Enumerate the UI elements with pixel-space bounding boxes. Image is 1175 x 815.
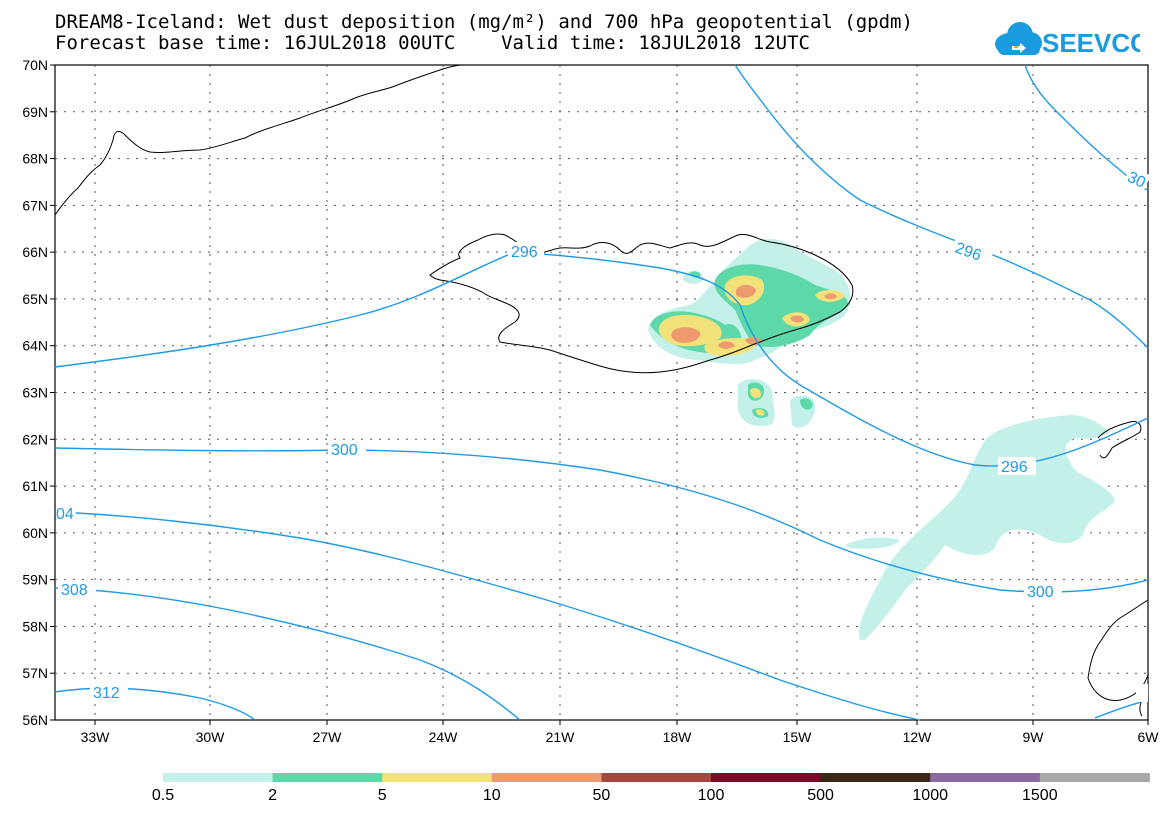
latitude-label: 70N: [22, 57, 48, 73]
geopotential-contours: [54, 64, 1149, 721]
latitude-label: 58N: [22, 618, 48, 634]
legend-color-swatch: [930, 773, 1041, 782]
latitude-label: 59N: [22, 572, 48, 588]
seevccc-logo: SEEVCCC: [995, 22, 1140, 58]
latitude-label: 66N: [22, 244, 48, 260]
legend-tick-label: 1000: [912, 787, 948, 804]
latitude-labels: 70N 69N 68N 67N 66N 65N 64N 63N 62N 61N 60N 59N 58N 5…: [22, 57, 55, 728]
legend-tick-label: 2: [268, 787, 277, 804]
contour-label: 300: [1027, 584, 1054, 601]
longitude-label: 6W: [1138, 729, 1160, 745]
legend-color-swatch: [491, 773, 602, 782]
legend-colorbar: 0.5 2 5 10 50 100 500 1000 1500: [152, 773, 1150, 804]
legend-tick-label: 50: [593, 787, 611, 804]
legend-color-swatch: [382, 773, 493, 782]
longitude-label: 33W: [81, 729, 111, 745]
faroe-coast: [1097, 421, 1142, 459]
contour-296-west: [54, 251, 1149, 467]
contour-label: 296: [1001, 459, 1028, 476]
contour-308: [54, 587, 521, 721]
legend-tick-label: 10: [483, 787, 501, 804]
legend-tick-label: 500: [807, 787, 834, 804]
contour-label: 04: [56, 506, 74, 523]
contour-312: [54, 687, 256, 721]
legend-tick-label: 0.5: [152, 787, 174, 804]
legend-tick-label: 5: [378, 787, 387, 804]
longitude-label: 15W: [783, 729, 813, 745]
contour-label: 30: [1125, 169, 1148, 192]
latitude-label: 64N: [22, 338, 48, 354]
longitude-label: 21W: [546, 729, 576, 745]
longitude-label: 30W: [196, 729, 226, 745]
contour-304: [54, 511, 921, 721]
legend-color-swatch: [163, 773, 274, 782]
latitude-label: 69N: [22, 104, 48, 120]
latitude-label: 68N: [22, 151, 48, 167]
longitude-label: 24W: [429, 729, 459, 745]
latitude-label: 62N: [22, 431, 48, 447]
contour-296-north: [734, 64, 1149, 349]
longitude-label: 12W: [903, 729, 933, 745]
legend-color-swatch: [1039, 773, 1150, 782]
legend-color-swatch: [272, 773, 383, 782]
contour-labels: 296 300 04 308 312 296 300 296 30: [56, 166, 1151, 702]
contour-label: 296: [511, 244, 538, 261]
latitude-label: 57N: [22, 665, 48, 681]
latitude-label: 60N: [22, 525, 48, 541]
longitude-label: 18W: [663, 729, 693, 745]
cloud-icon: [995, 22, 1042, 55]
contour-label: 312: [93, 685, 120, 702]
contour-300-west: [54, 447, 1149, 593]
legend-tick-label: 100: [698, 787, 725, 804]
greenland-coast: [54, 64, 461, 216]
longitude-labels: 33W 30W 27W 24W 21W 18W 15W 12W 9W 6W: [81, 720, 1160, 745]
logo-text: SEEVCCC: [1042, 28, 1140, 58]
dust-plume-southeast: [859, 415, 1115, 640]
contour-label: 300: [331, 442, 358, 459]
contour-label: 308: [61, 582, 88, 599]
legend-color-swatch: [820, 773, 931, 782]
legend-tick-label: 1500: [1022, 787, 1058, 804]
latitude-label: 65N: [22, 291, 48, 307]
latitude-label: 56N: [22, 712, 48, 728]
legend-color-swatch: [711, 773, 822, 782]
map-subtitle: Forecast base time: 16JUL2018 00UTC Vali…: [55, 32, 810, 54]
longitude-label: 27W: [313, 729, 343, 745]
dust-deposition-shading: [648, 238, 1115, 640]
latitude-label: 67N: [22, 197, 48, 213]
longitude-label: 9W: [1023, 729, 1045, 745]
map-title: DREAM8-Iceland: Wet dust deposition (mg/…: [55, 11, 913, 33]
legend-color-swatch: [601, 773, 712, 782]
latitude-label: 63N: [22, 385, 48, 401]
latitude-label: 61N: [22, 478, 48, 494]
iceland-coast: [429, 233, 854, 374]
